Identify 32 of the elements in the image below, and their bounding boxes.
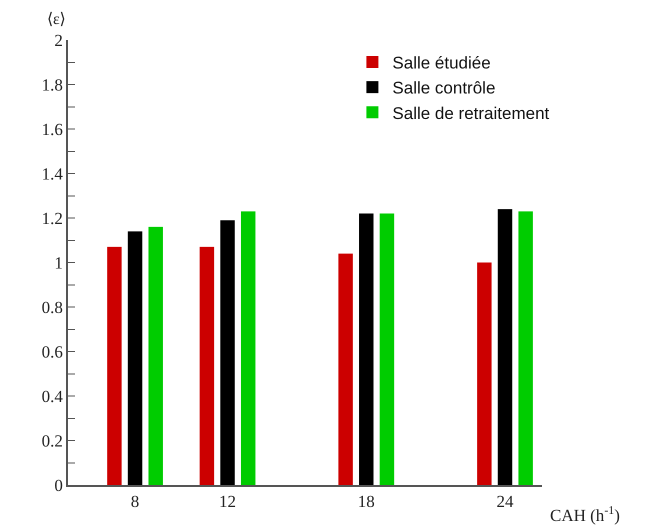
x-axis-title: CAH (h$^{-1}$) xyxy=(550,503,620,525)
bar xyxy=(220,220,235,485)
y-tick-label: 2 xyxy=(54,30,63,50)
bar xyxy=(148,226,163,485)
y-tick-label: 0.6 xyxy=(42,342,63,362)
bar xyxy=(380,214,394,485)
y-tick-label: 1.4 xyxy=(42,164,64,184)
x-tick-label: 24 xyxy=(496,492,514,512)
x-tick-label: 18 xyxy=(358,492,375,512)
x-tick-label: 8 xyxy=(130,492,140,512)
legend-label: Salle étudiée xyxy=(392,54,491,73)
bar xyxy=(518,211,533,485)
y-tick-label: 0 xyxy=(54,476,63,495)
bar xyxy=(107,246,122,485)
y-tick-label: 1.2 xyxy=(42,208,63,228)
legend-label: Salle de retraitement xyxy=(392,104,550,123)
bar xyxy=(200,246,214,485)
bar xyxy=(498,209,512,485)
y-tick-label: 0.4 xyxy=(42,386,64,406)
x-tick-label: 12 xyxy=(219,492,236,512)
legend-label: Salle contrôle xyxy=(392,78,496,98)
y-tick-label: 1.8 xyxy=(42,75,63,94)
y-tick-label: 0.2 xyxy=(42,431,63,450)
bar xyxy=(359,214,374,485)
bar xyxy=(477,262,492,485)
bar xyxy=(338,254,353,485)
y-axis-title: ⟨ε⟩ xyxy=(47,11,66,28)
bar xyxy=(128,231,142,485)
y-tick-label: 0.8 xyxy=(42,298,63,317)
bar xyxy=(240,211,256,485)
y-tick-label: 1.6 xyxy=(42,120,63,139)
y-tick-label: 1 xyxy=(54,253,63,272)
